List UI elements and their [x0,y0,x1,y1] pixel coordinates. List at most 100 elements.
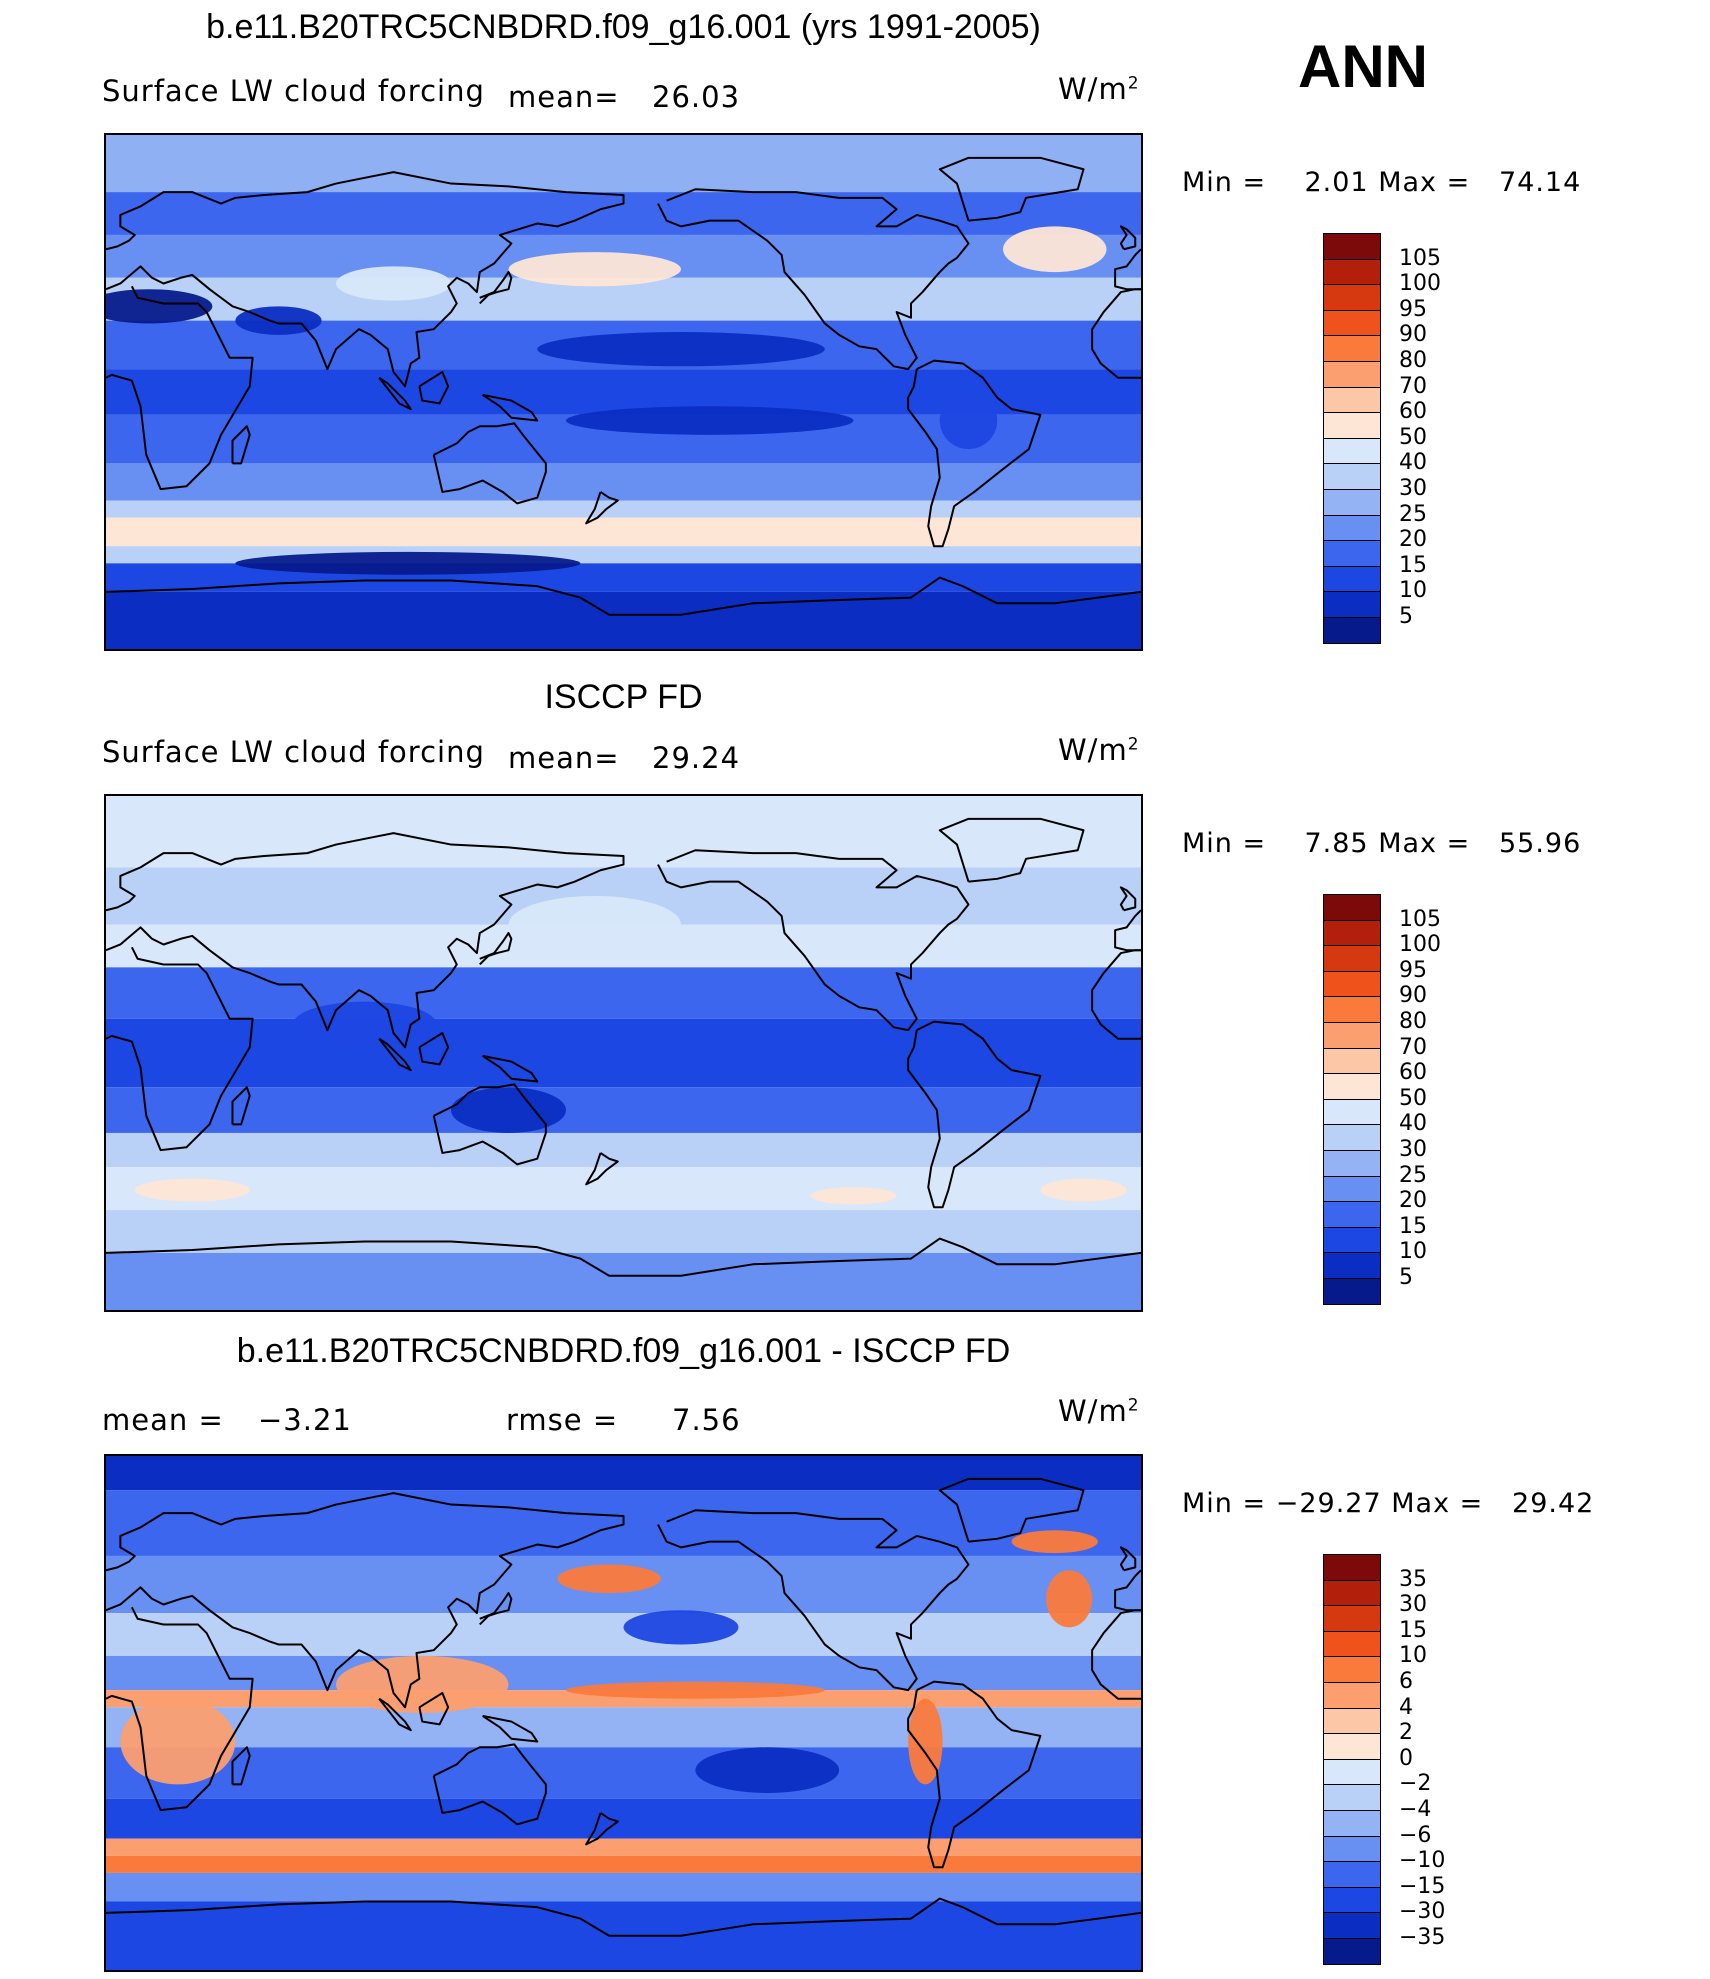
colorbar-tick-label: 105 [1399,245,1441,271]
colorbar-tick-label: 15 [1399,552,1427,578]
colorbar-swatch [1323,1835,1381,1863]
colorbar-tick-label: 35 [1399,1566,1427,1592]
colorbar-swatch [1323,1175,1381,1203]
colorbar-swatch [1323,1682,1381,1709]
coastline [1114,248,1141,291]
coastline [482,1054,539,1083]
panel2-minmax: Min = 7.85 Max = 55.96 [1182,828,1582,859]
coastline [106,1492,625,1709]
coastline [432,422,547,505]
map-field [106,1456,1141,1970]
colorbar-swatch [1323,1226,1381,1254]
coastline [106,946,254,1152]
colorbar-tick-label: 30 [1399,1137,1427,1162]
colorbar-tick-label: 25 [1399,501,1427,527]
panel1-minmax: Min = 2.01 Max = 74.14 [1182,167,1582,198]
colorbar-tick-label: −35 [1399,1925,1446,1950]
colorbar-tick-label: 60 [1399,399,1427,425]
panel2-title: ISCCP FD [544,678,703,716]
coastline [1114,909,1141,952]
colorbar-swatch [1323,489,1381,516]
coastline [1114,1569,1141,1612]
colorbar-swatch [1323,361,1381,388]
colorbar-tick-label: 15 [1399,1617,1427,1643]
panel3-mean-value: −3.21 [258,1403,352,1437]
colorbar-tick-label: 30 [1399,1592,1427,1618]
colorbar-tick-label: 70 [1399,1034,1427,1060]
colorbar-swatch [1323,309,1381,337]
colorbar-tick-label: 10 [1399,1643,1427,1669]
season-label: ANN [1298,33,1428,100]
coastline [907,1020,1042,1209]
panel1-mean-label: mean= [508,80,620,114]
coastline [106,171,625,388]
coastline [106,1606,254,1812]
panel3-title: b.e11.B20TRC5CNBDRD.f09_g16.001 - ISCCP … [236,1332,1011,1370]
map-field [106,796,1141,1310]
coastline [907,359,1042,548]
colorbar-tick-label: −2 [1399,1771,1432,1797]
colorbar-tick-label: 80 [1399,348,1427,373]
colorbar-tick-label: 105 [1399,906,1441,932]
colorbar-tick-label: 6 [1399,1669,1413,1694]
coastline [585,1152,619,1186]
colorbar-swatch [1323,1630,1381,1658]
colorbar-swatch [1323,1124,1381,1151]
colorbar-tick-label: 100 [1399,932,1441,958]
colorbar-swatch [1323,894,1381,921]
colorbar-swatch [1323,1252,1381,1279]
colorbar-swatch [1323,1886,1381,1914]
colorbar-swatch [1323,919,1381,947]
coastline [231,1086,251,1126]
colorbar-swatch [1323,1201,1381,1228]
coastline [106,1897,1141,1937]
coastline [938,156,1085,222]
colorbar-swatch [1323,540,1381,567]
coastline [479,932,513,966]
colorbar-swatch [1323,945,1381,972]
colorbar-swatch [1323,284,1381,311]
colorbar-swatch [1323,1278,1381,1305]
coastline [231,425,251,465]
coastline [907,1680,1042,1869]
colorbar-tick-label: 30 [1399,476,1427,501]
colorbar-tick-label: 95 [1399,957,1427,983]
colorbar-tick-label: −4 [1399,1797,1432,1822]
colorbar-tick-label: −6 [1399,1822,1432,1848]
colorbar-swatch [1323,1554,1381,1581]
coastline [938,1477,1085,1543]
coastline [106,832,625,1049]
coastline [585,1812,619,1846]
panel3-map [104,1454,1143,1972]
colorbar-swatch [1323,1047,1381,1075]
colorbar-swatch [1323,970,1381,998]
panel3-rmse-value: 7.56 [672,1403,741,1437]
coastline [106,576,1141,616]
coastline [378,376,412,411]
colorbar-swatch [1323,1912,1381,1939]
colorbar-tick-label: 4 [1399,1694,1413,1720]
colorbar-tick-label: 15 [1399,1213,1427,1239]
colorbar-tick-label: 20 [1399,1188,1427,1214]
coastline [418,1692,450,1726]
coastline [1119,225,1137,251]
colorbar-swatch [1323,1098,1381,1126]
panel3-rmse-label: rmse = [506,1403,619,1437]
colorbar-tick-label: 60 [1399,1060,1427,1086]
coastline [418,371,450,405]
panel3-minmax: Min = −29.27 Max = 29.42 [1182,1488,1595,1519]
colorbar-tick-label: 5 [1399,1265,1413,1290]
colorbar-swatch [1323,514,1381,542]
colorbar-tick-label: 40 [1399,450,1427,476]
panel1-mean-value: 26.03 [652,80,741,114]
coastline [479,271,513,305]
colorbar-swatch [1323,386,1381,414]
colorbar-tick-label: 90 [1399,983,1427,1009]
colorbar-swatch [1323,1938,1381,1965]
colorbar-swatch [1323,258,1381,286]
colorbar-tick-label: 20 [1399,527,1427,553]
colorbar-swatch [1323,463,1381,490]
colorbar-tick-label: 2 [1399,1720,1413,1746]
colorbar-tick-label: 0 [1399,1745,1413,1771]
coastline [657,849,970,1032]
